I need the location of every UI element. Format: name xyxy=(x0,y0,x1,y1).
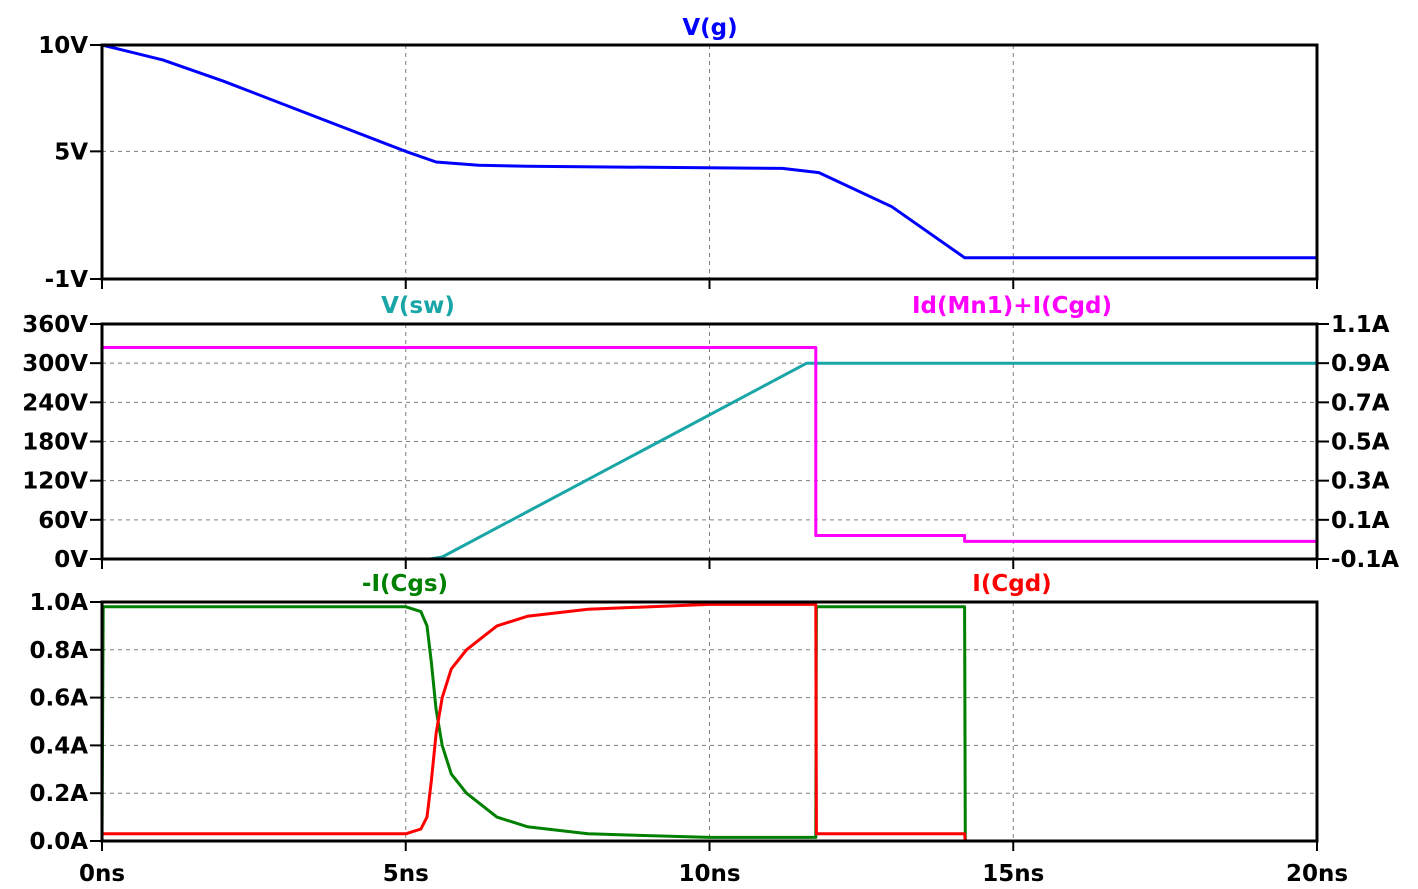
y-tick-label: 0.8A xyxy=(29,638,88,664)
trace-label[interactable]: Id(Mn1)+I(Cgd) xyxy=(912,293,1112,319)
x-tick-label: 20ns xyxy=(1286,861,1348,887)
pane-bottom: 1.0A 0.8A 0.6A 0.4A 0.2A 0.0A 0ns 5ns 10ns 15ns 20… xyxy=(29,571,1348,887)
y-tick-label: 240V xyxy=(22,390,88,416)
x-tick-label: 5ns xyxy=(383,861,429,887)
trace-middle-1[interactable] xyxy=(102,346,1317,543)
y-tick-label: 10V xyxy=(38,33,88,59)
y2-tick-label: 1.1A xyxy=(1331,312,1390,338)
y-tick-label: 5V xyxy=(54,139,88,165)
y-tick-label: 0.0A xyxy=(29,829,88,855)
y-tick-label: 300V xyxy=(22,351,88,377)
trace-top-0[interactable] xyxy=(101,43,1317,260)
pane-top: 10V 5V -1V V(g) xyxy=(38,15,1319,293)
y-tick-label: 60V xyxy=(38,508,88,534)
y-tick-label: 360V xyxy=(22,312,88,338)
y2-tick-label: -0.1A xyxy=(1331,547,1399,573)
y-tick-label: 120V xyxy=(22,469,88,495)
y2-tick-label: 0.9A xyxy=(1331,351,1390,377)
trace-label[interactable]: I(Cgd) xyxy=(972,571,1051,597)
x-tick-label: 10ns xyxy=(678,861,740,887)
trace-label[interactable]: V(sw) xyxy=(381,293,455,319)
y-tick-label: 0V xyxy=(54,547,88,573)
trace-label[interactable]: V(g) xyxy=(682,15,737,41)
y-tick-label: 180V xyxy=(22,430,88,456)
y2-tick-label: 0.5A xyxy=(1331,430,1390,456)
y2-tick-label: 0.7A xyxy=(1331,390,1390,416)
x-tick-label: 0ns xyxy=(79,861,125,887)
y-tick-label: 1.0A xyxy=(29,590,88,616)
pane-middle: 360V 300V 240V 180V 120V 60V 0V 1.1A 0.9A 0.7A 0.5… xyxy=(22,293,1399,573)
x-tick-label: 15ns xyxy=(982,861,1044,887)
y-tick-label: 0.4A xyxy=(29,733,88,759)
y-tick-label: -1V xyxy=(45,267,89,293)
trace-label[interactable]: -I(Cgs) xyxy=(362,571,448,597)
trace-bottom-1[interactable] xyxy=(102,602,1317,843)
y-tick-label: 0.2A xyxy=(29,781,88,807)
y2-tick-label: 0.1A xyxy=(1331,508,1390,534)
y2-tick-label: 0.3A xyxy=(1331,469,1390,495)
y-tick-label: 0.6A xyxy=(29,686,88,712)
